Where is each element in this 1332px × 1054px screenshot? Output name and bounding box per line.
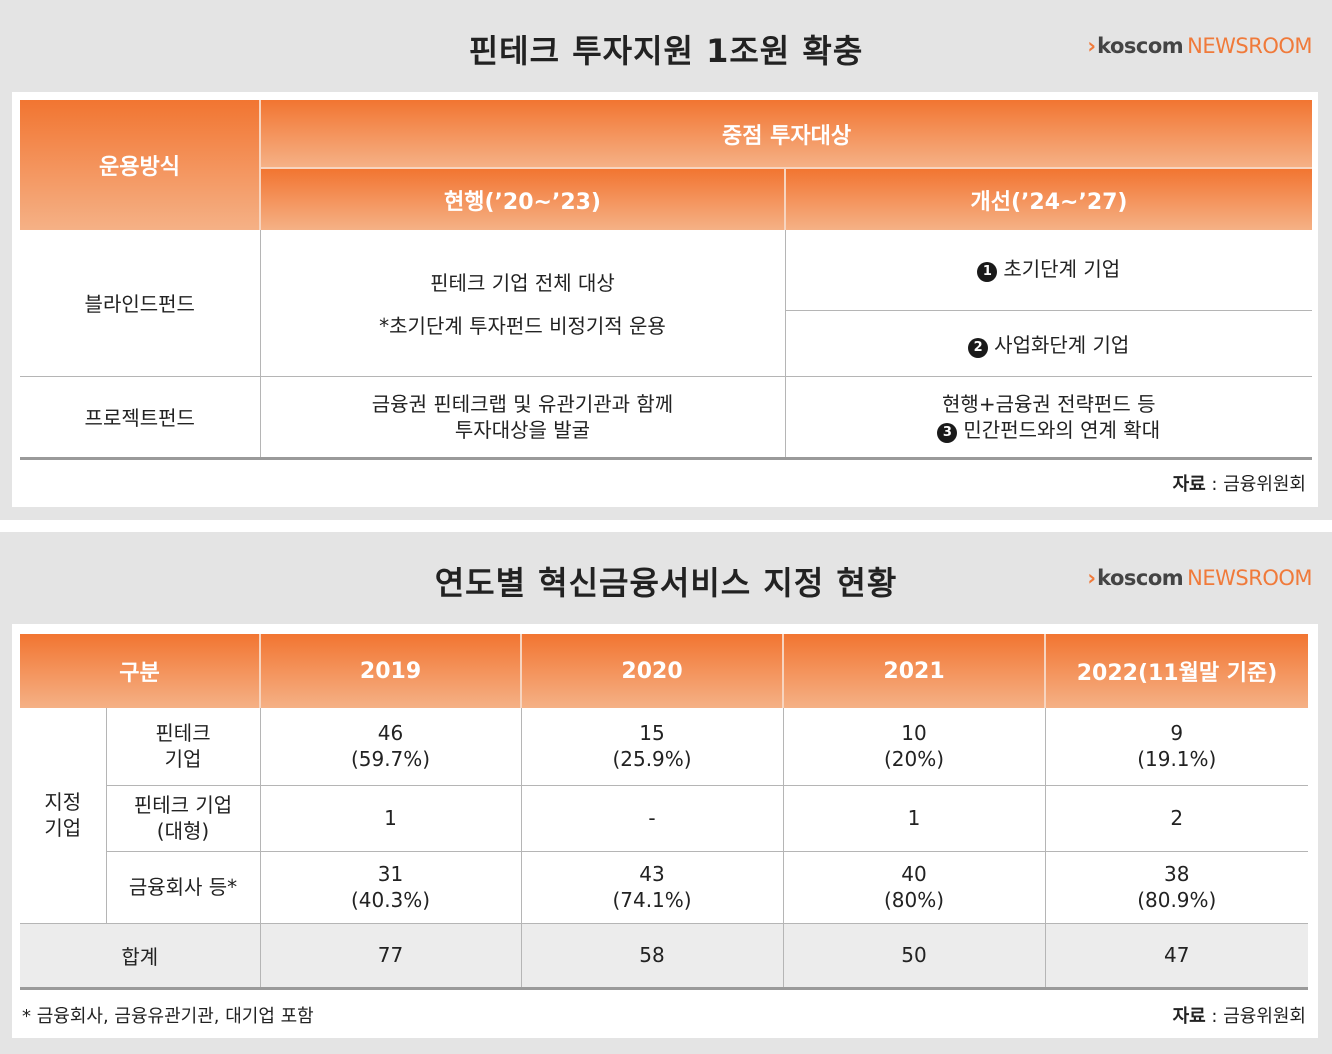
cell-large-2020: - [521,785,784,852]
cell-total-2020: 58 [521,923,784,990]
project-fund-improved: 현행+금융권 전략펀드 등 3 민간펀드와의 연계 확대 [785,376,1313,460]
panel-innovative-finance: 연도별 혁신금융서비스 지정 현황 ›koscom NEWSROOM 구분 201… [0,532,1332,1054]
cell-fintech-2019: 46 (59.7%) [260,708,522,786]
source-note: 자료 : 금융위원회 [1172,1006,1306,1027]
koscom-newsroom-logo: ›koscom NEWSROOM [1087,566,1312,590]
cell-large-2019: 1 [260,785,522,852]
panel-fintech-investment: 핀테크 투자지원 1조원 확충 ›koscom NEWSROOM 운용방식 중점 … [0,0,1332,520]
designation-table: 구분 2019 2020 2021 2022(11월말 기준) 지정 기업 핀테… [20,634,1309,990]
cell-total-2019: 77 [260,923,522,990]
cell-fintech-2022: 9 (19.1%) [1045,708,1309,786]
project-fund-current: 금융권 핀테크랩 및 유관기관과 함께 투자대상을 발굴 [260,376,786,460]
cell-large-2022: 2 [1045,785,1309,852]
header-current: 현행(’20~’23) [260,168,786,230]
row-label-financial-companies: 금융회사 등* [106,851,261,924]
fintech-investment-table: 운용방식 중점 투자대상 현행(’20~’23) 개선(’24~’27) 블라인… [20,100,1313,460]
cell-fintech-2020: 15 (25.9%) [521,708,784,786]
page-title: 연도별 혁신금융서비스 지정 현황 [434,564,898,602]
cell-large-2021: 1 [783,785,1046,852]
method-project-fund: 프로젝트펀드 [20,376,261,460]
footnote: * 금융회사, 금융유관기관, 대기업 포함 [22,1006,314,1027]
blind-fund-current: 핀테크 기업 전체 대상 *초기단계 투자펀드 비정기적 운용 [260,230,786,377]
header-improved: 개선(’24~’27) [785,168,1313,230]
group-designated-companies: 지정 기업 [20,708,107,924]
source-note: 자료 : 금융위원회 [1172,474,1306,495]
panel-divider [0,520,1332,532]
header-2020: 2020 [521,634,785,708]
cell-finco-2020: 43 (74.1%) [521,851,784,924]
number-1-icon: 1 [977,262,998,283]
header-method: 운용방식 [20,100,261,230]
fintech-table-card: 운용방식 중점 투자대상 현행(’20~’23) 개선(’24~’27) 블라인… [12,92,1318,507]
koscom-newsroom-logo: ›koscom NEWSROOM [1087,34,1312,58]
method-blind-fund: 블라인드펀드 [20,230,261,377]
page-title: 핀테크 투자지원 1조원 확충 [468,32,864,70]
cell-total-2021: 50 [783,923,1046,990]
cell-finco-2019: 31 (40.3%) [260,851,522,924]
row-label-total: 합계 [20,923,261,990]
header-focus-target: 중점 투자대상 [260,100,1313,169]
cell-total-2022: 47 [1045,923,1309,990]
header-2022: 2022(11월말 기준) [1045,634,1309,708]
row-label-large-fintech: 핀테크 기업 (대형) [106,785,261,852]
header-category: 구분 [20,634,262,708]
number-2-icon: 2 [968,337,989,358]
cell-finco-2021: 40 (80%) [783,851,1046,924]
number-3-icon: 3 [937,422,958,443]
header-2021: 2021 [783,634,1047,708]
blind-fund-improved-early: 1 초기단계 기업 [785,230,1313,311]
designation-table-card: 구분 2019 2020 2021 2022(11월말 기준) 지정 기업 핀테… [12,624,1318,1038]
cell-fintech-2021: 10 (20%) [783,708,1046,786]
header-2019: 2019 [260,634,523,708]
blind-fund-improved-commercial: 2 사업화단계 기업 [785,310,1313,377]
row-label-fintech: 핀테크 기업 [106,708,261,786]
cell-finco-2022: 38 (80.9%) [1045,851,1309,924]
